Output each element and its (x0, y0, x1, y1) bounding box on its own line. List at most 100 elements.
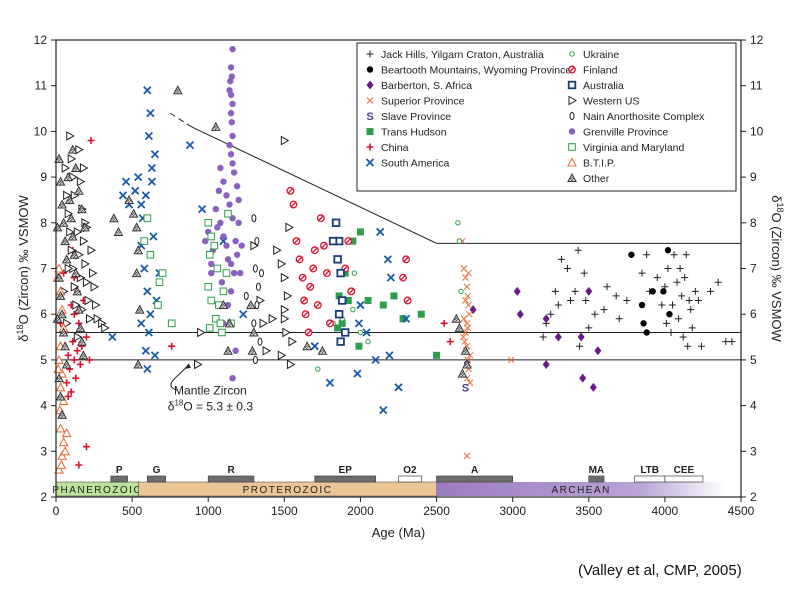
data-point-ukraine-6 (351, 270, 358, 276)
data-point-jack-hills-yilgarn-craton-australia-11 (585, 324, 593, 332)
data-point-grenville-province-42 (201, 237, 209, 245)
data-point-finland-19 (399, 273, 408, 282)
data-point-other-22 (74, 304, 84, 314)
data-point-australia-6 (341, 328, 350, 337)
data-point-nain-anorthosite-complex-8 (259, 268, 264, 278)
legend-marker-grenville-province (568, 128, 576, 135)
data-point-virginia-and-maryland-4 (213, 264, 222, 273)
data-point-grenville-province-19 (214, 224, 221, 231)
x-tick-label-3000: 3000 (499, 504, 526, 518)
data-point-grenville-province-12 (229, 160, 236, 167)
mantle-annotation-line1: Mantle Zircon (174, 383, 247, 397)
data-point-south-america-9 (146, 310, 155, 319)
data-point-jack-hills-yilgarn-craton-australia-44 (722, 338, 730, 346)
data-point-grenville-province-21 (223, 242, 230, 249)
data-point-south-america-36 (379, 406, 388, 415)
x-tick-label-4500: 4500 (728, 504, 755, 518)
data-point-finland-11 (313, 301, 322, 310)
data-point-western-us-13 (76, 176, 86, 187)
data-point-jack-hills-yilgarn-craton-australia-30 (676, 265, 684, 272)
data-point-south-america-3 (147, 163, 157, 173)
data-point-barberton-s-africa-8 (594, 346, 602, 356)
data-point-superior-province-8 (462, 329, 469, 336)
data-point-grenville-province-40 (238, 242, 245, 249)
data-point-trans-hudson-7 (356, 228, 364, 236)
data-point-jack-hills-yilgarn-craton-australia-32 (679, 333, 687, 341)
data-point-other-18 (67, 231, 78, 241)
y-tick-label-left-4: 4 (40, 399, 47, 413)
data-point-western-us-37 (101, 323, 110, 333)
data-point-western-us-52 (268, 313, 278, 324)
data-point-south-america-18 (150, 351, 160, 360)
data-point-virginia-and-maryland-20 (140, 237, 149, 245)
data-point-western-us-6 (67, 245, 77, 256)
data-point-south-america-0 (143, 86, 152, 95)
data-point-grenville-province-25 (218, 279, 226, 286)
data-point-grenville-province-10 (226, 141, 233, 149)
data-point-finland-10 (310, 246, 319, 255)
data-point-grenville-province-3 (227, 77, 234, 85)
data-point-south-america-35 (371, 355, 380, 365)
data-point-other-49 (247, 345, 258, 355)
data-point-south-america-23 (118, 191, 128, 200)
period-label-ep: EP (339, 465, 353, 476)
y-tick-label-left-7: 7 (40, 262, 47, 276)
data-point-western-us-20 (61, 163, 71, 173)
data-point-grenville-province-39 (236, 269, 244, 277)
y-tick-label-right-11: 11 (750, 79, 763, 93)
period-bar-cee (664, 475, 704, 483)
data-point-south-america-21 (131, 186, 140, 195)
data-point-trans-hudson-11 (399, 315, 407, 323)
y-tick-label-left-11: 11 (35, 79, 48, 93)
era-band-archean (436, 482, 726, 496)
data-point-ukraine-10 (458, 288, 464, 295)
data-point-jack-hills-yilgarn-craton-australia-28 (673, 278, 681, 286)
data-point-finland-18 (347, 287, 356, 296)
data-point-western-us-33 (90, 281, 100, 292)
legend-label-south-america: South America (381, 158, 449, 170)
data-point-western-us-24 (73, 227, 83, 237)
data-point-western-us-4 (64, 208, 74, 219)
data-point-china-23 (168, 342, 176, 350)
data-point-beartooth-mountains-wyoming-province-5 (660, 288, 667, 295)
data-point-other-29 (77, 204, 87, 214)
data-point-finland-7 (304, 328, 313, 337)
data-point-grenville-province-1 (227, 64, 235, 71)
data-point-south-america-7 (140, 264, 149, 273)
data-point-other-42 (172, 85, 183, 95)
mantle-annotation-arrowhead (184, 363, 191, 369)
data-point-other-46 (223, 345, 233, 355)
data-point-jack-hills-yilgarn-craton-australia-34 (682, 251, 690, 259)
data-point-jack-hills-yilgarn-craton-australia-36 (685, 296, 693, 304)
data-point-jack-hills-yilgarn-craton-australia-17 (638, 269, 646, 277)
data-point-other-51 (317, 345, 328, 355)
data-point-barberton-s-africa-0 (513, 286, 521, 296)
data-point-trans-hudson-13 (433, 351, 441, 359)
data-point-other-24 (77, 336, 87, 346)
data-point-grenville-province-43 (208, 260, 215, 268)
data-point-other-47 (246, 299, 256, 310)
data-point-western-us-8 (70, 281, 80, 292)
data-point-b-t-i-p-13 (54, 464, 64, 474)
data-point-jack-hills-yilgarn-craton-australia-35 (684, 342, 692, 350)
data-point-western-us-40 (280, 272, 290, 283)
y-tick-label-right-6: 6 (750, 307, 757, 321)
data-point-grenville-province-9 (229, 132, 236, 140)
data-point-south-america-44 (356, 300, 365, 310)
legend-label-other: Other (583, 173, 610, 185)
data-point-virginia-and-maryland-6 (207, 296, 216, 305)
data-point-western-us-19 (85, 313, 95, 324)
y-axis-title-left: δ18O (Zircon) ‰ VSMOW (15, 195, 31, 342)
data-point-western-us-16 (81, 259, 90, 269)
data-point-western-us-55 (194, 359, 203, 370)
data-point-trans-hudson-4 (344, 296, 352, 304)
data-point-western-us-31 (87, 245, 97, 256)
data-point-other-3 (58, 217, 69, 227)
data-point-jack-hills-yilgarn-craton-australia-25 (667, 328, 675, 336)
data-point-beartooth-mountains-wyoming-province-7 (666, 311, 673, 318)
y-tick-label-left-6: 6 (40, 307, 47, 321)
data-point-superior-province-22 (465, 269, 472, 277)
envelope-dashed-line (169, 112, 192, 128)
data-point-australia-2 (333, 255, 342, 264)
data-point-other-23 (75, 322, 86, 332)
